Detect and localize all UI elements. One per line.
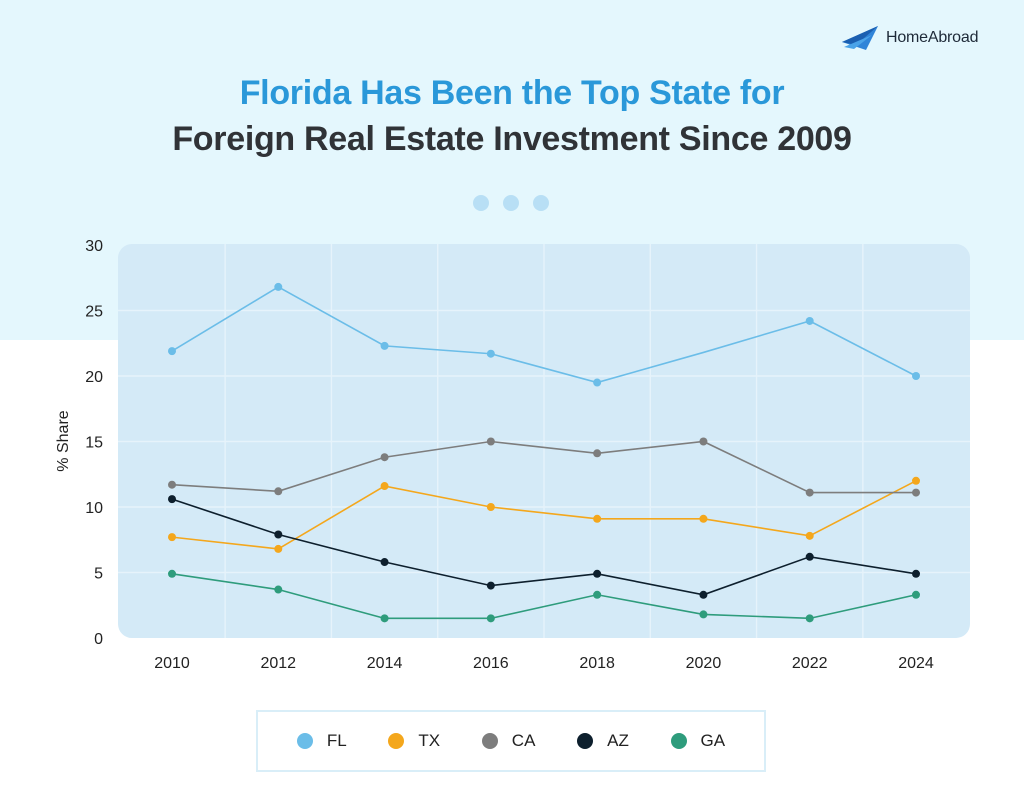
chart-legend: FL TX CA AZ GA [256, 710, 766, 772]
data-point [380, 614, 389, 623]
legend-swatch [296, 733, 313, 749]
series-line-fl [171, 285, 917, 384]
grid-lines [118, 244, 970, 638]
title-line-2: Foreign Real Estate Investment Since 200… [172, 120, 852, 158]
data-point [805, 552, 814, 561]
data-point [486, 349, 495, 358]
data-point [593, 449, 602, 458]
y-tick-label: 5 [94, 566, 103, 583]
data-point [274, 585, 283, 594]
data-point [593, 378, 602, 387]
data-point [805, 531, 814, 540]
legend-item-ga: GA [670, 731, 726, 751]
data-point [699, 610, 708, 619]
data-point [380, 558, 389, 567]
data-point [274, 544, 283, 553]
data-point [168, 347, 176, 356]
x-tick-label: 2012 [260, 655, 296, 672]
y-tick-label: 25 [85, 304, 103, 321]
dot [503, 195, 519, 211]
brand-logo[interactable]: HomeAbroad [842, 26, 978, 50]
data-point [486, 614, 495, 623]
legend-item-fl: FL [296, 731, 347, 751]
y-axis-label: % Share [55, 410, 72, 471]
series-line-az [171, 498, 917, 596]
series-line-ca [171, 440, 916, 494]
x-tick-label: 2020 [686, 655, 722, 672]
x-tick-label: 2018 [579, 655, 615, 672]
data-point [699, 437, 708, 446]
data-point [593, 569, 602, 578]
legend-item-az: AZ [577, 731, 629, 751]
data-point [699, 590, 708, 599]
paper-plane-icon [842, 26, 878, 50]
y-tick-label: 0 [94, 631, 103, 648]
data-point [805, 488, 814, 497]
x-tick-label: 2016 [473, 655, 509, 672]
data-point [805, 614, 814, 623]
data-point [380, 453, 389, 462]
data-point [912, 590, 920, 599]
data-point [380, 341, 389, 350]
data-point [699, 514, 708, 523]
legend-label: CA [511, 731, 536, 750]
legend-label: AZ [607, 731, 629, 750]
legend-label: TX [418, 731, 441, 750]
data-point [486, 581, 495, 590]
data-point [912, 476, 920, 485]
data-point [593, 514, 602, 523]
y-tick-label: 30 [85, 238, 103, 255]
x-tick-label: 2010 [154, 655, 190, 672]
legend-label: GA [700, 731, 726, 750]
data-point [912, 569, 920, 578]
series-line-ga [171, 573, 917, 620]
x-tick-label: 2014 [367, 655, 403, 672]
data-point [274, 282, 283, 291]
decorative-dots [473, 195, 549, 211]
dot [533, 195, 549, 211]
y-tick-label: 15 [85, 435, 103, 452]
legend-swatch [670, 733, 687, 749]
series-fl [168, 282, 920, 387]
data-point [593, 590, 602, 599]
series-az [168, 495, 920, 599]
x-tick-label: 2022 [792, 655, 828, 672]
data-point [486, 503, 495, 511]
title-line-1: Florida Has Been the Top State for [239, 74, 785, 112]
data-point [274, 487, 283, 496]
data-point [912, 372, 920, 380]
series-ca [168, 437, 920, 497]
legend-item-ca: CA [481, 731, 536, 751]
data-point [168, 569, 176, 578]
data-point [486, 437, 495, 446]
legend-item-tx: TX [388, 731, 440, 751]
dot [473, 195, 489, 211]
y-tick-label: 10 [85, 500, 103, 517]
data-point [168, 533, 176, 542]
series-ga [168, 569, 920, 623]
legend-swatch [577, 733, 594, 749]
brand-name: HomeAbroad [886, 29, 979, 46]
data-point [274, 530, 283, 539]
y-tick-label: 20 [85, 369, 103, 386]
legend-label: FL [326, 731, 347, 750]
legend-swatch [388, 733, 405, 749]
data-point [912, 488, 920, 497]
data-point [805, 316, 814, 325]
data-point [380, 482, 389, 491]
x-tick-label: 2024 [898, 655, 934, 672]
legend-swatch [481, 733, 498, 749]
data-point [168, 495, 176, 504]
data-point [168, 480, 176, 489]
